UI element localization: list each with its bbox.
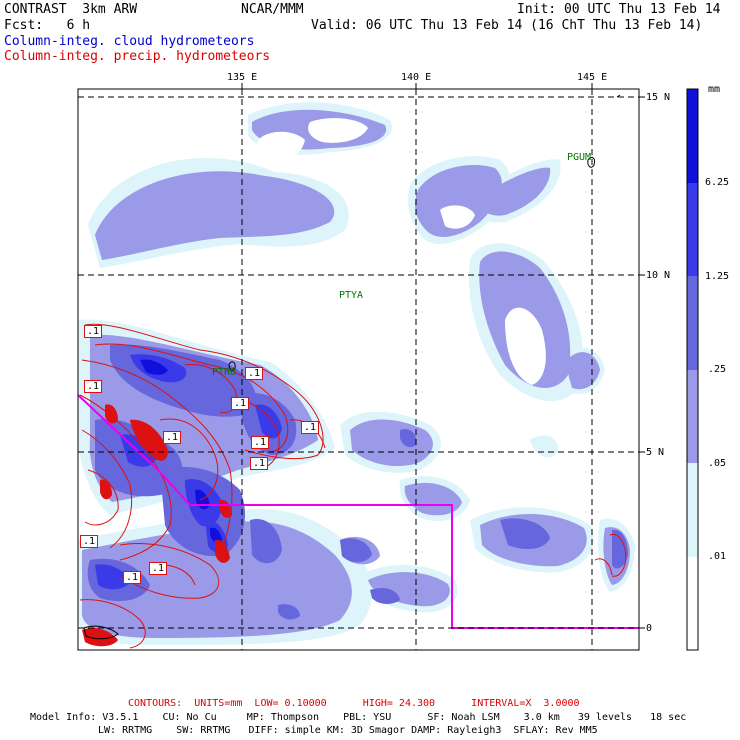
contour-label: .1 (250, 457, 269, 470)
map-frame (77, 88, 640, 651)
station-label-ptya: PTYA (339, 290, 364, 301)
lat-label-5n: 5 N (646, 447, 665, 458)
colorbar-label-05: .05 (708, 458, 727, 469)
forecast-hour: Fcst: 6 h (4, 18, 91, 33)
colorbar-label-25: .25 (708, 364, 727, 375)
clear-areas (256, 118, 546, 385)
field-title-precip: Column-integ. precip. hydrometeors (4, 49, 271, 64)
contour-label: .1 (163, 431, 182, 444)
station-label-ptro: PTRO (212, 367, 237, 378)
contour-label: .1 (251, 436, 270, 449)
colorbar-unit: mm (708, 84, 721, 95)
organization-label: NCAR/MMM (241, 2, 304, 17)
lat-lon-grid (78, 89, 639, 650)
axis-ticks (241, 83, 645, 629)
lon-label-135e: 135 E (227, 72, 258, 83)
contour-label: .1 (84, 325, 103, 338)
lon-label-140e: 140 E (401, 72, 432, 83)
contour-label: .1 (149, 562, 168, 575)
model-title: CONTRAST 3km ARW (4, 2, 138, 17)
coastlines (83, 94, 621, 640)
model-info-line2: LW: RRTMG SW: RRTMG DIFF: simple KM: 3D … (98, 725, 598, 736)
contour-label: .1 (301, 421, 320, 434)
contour-label: .1 (231, 397, 250, 410)
colorbar (686, 88, 699, 651)
contour-label: .1 (123, 571, 142, 584)
contour-label: .1 (84, 380, 103, 393)
valid-time: Valid: 06 UTC Thu 13 Feb 14 (16 ChT Thu … (311, 18, 703, 33)
colorbar-label-125: 1.25 (705, 271, 730, 282)
lat-label-15n: 15 N (646, 92, 671, 103)
lon-label-145e: 145 E (577, 72, 608, 83)
lat-label-10n: 10 N (646, 270, 671, 281)
station-label-pgum: PGUM (567, 152, 592, 163)
lat-label-0: 0 (646, 623, 653, 634)
map-plot-area (78, 89, 639, 650)
contour-label: .1 (245, 367, 264, 380)
contour-label: .1 (80, 535, 99, 548)
colorbar-label-625: 6.25 (705, 177, 730, 188)
init-time: Init: 00 UTC Thu 13 Feb 14 (517, 2, 721, 17)
model-info-line1: Model Info: V3.5.1 CU: No Cu MP: Thompso… (30, 712, 687, 723)
colorbar-label-01: .01 (708, 551, 727, 562)
precip-cores (82, 404, 232, 647)
field-title-cloud: Column-integ. cloud hydrometeors (4, 34, 255, 49)
contour-info: CONTOURS: UNITS=mm LOW= 0.10000 HIGH= 24… (128, 698, 580, 709)
